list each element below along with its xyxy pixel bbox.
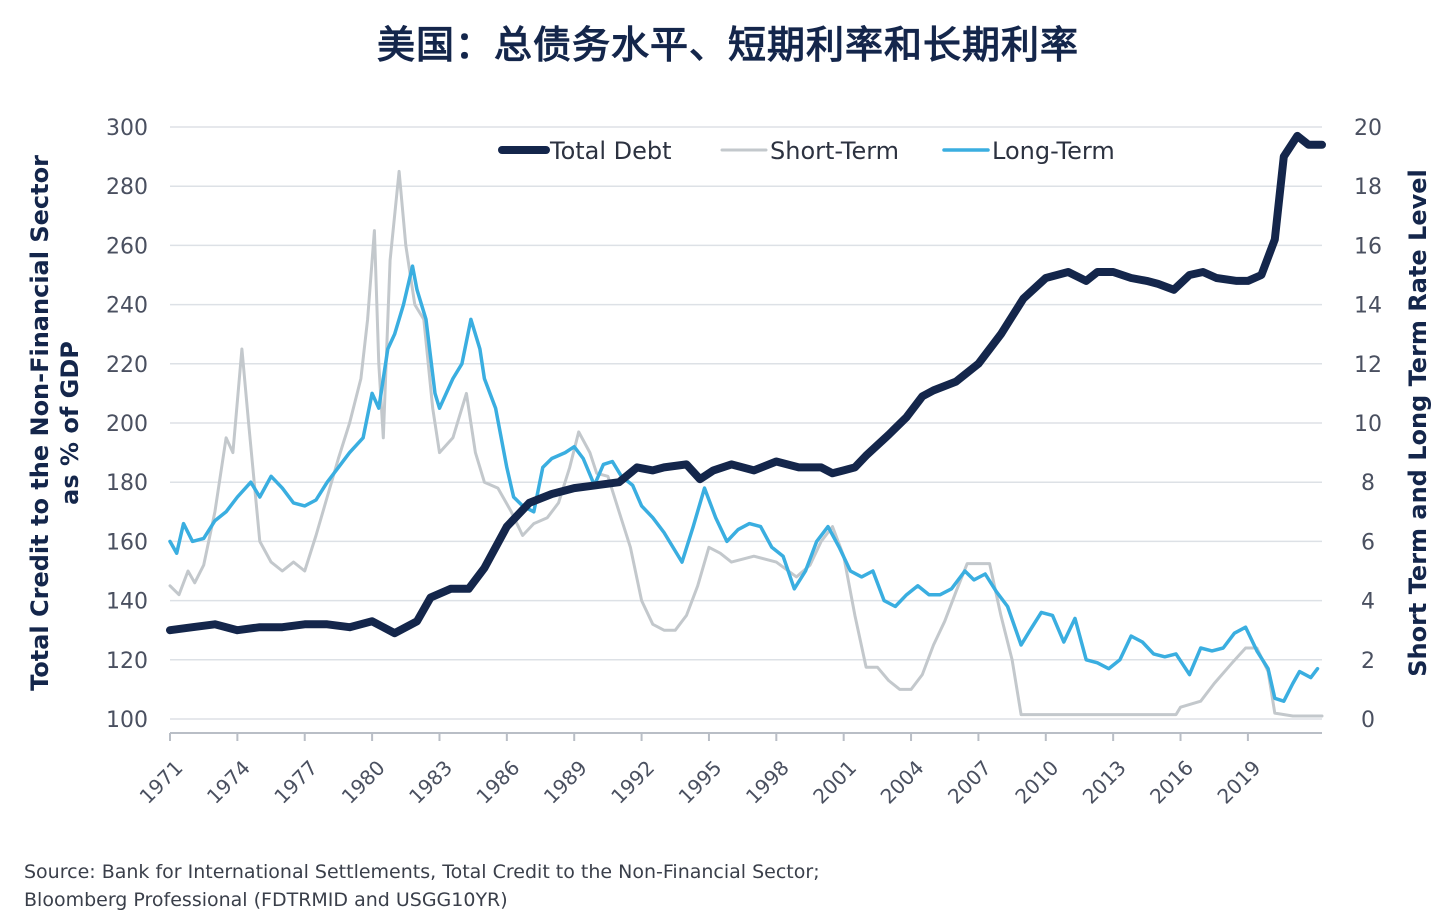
y-right-tick-label: 14: [1354, 294, 1382, 319]
gridlines: [170, 126, 1322, 734]
x-tick-label: 2016: [1145, 756, 1198, 809]
x-tick-label: 2004: [876, 756, 929, 809]
y-right-tick-label: 16: [1354, 234, 1382, 259]
y-right-tick-label: 10: [1354, 412, 1382, 437]
x-tick-label: 2001: [808, 756, 861, 809]
y-left-tick-label: 160: [106, 530, 148, 555]
y-left-tick-label: 280: [106, 175, 148, 200]
left-axis-ticks: 100 120 140 160 180 200 220 240 260 280 300: [106, 116, 148, 733]
series-lines: [166, 131, 1326, 718]
right-axis-title: Short Term and Long Term Rate Level: [1404, 169, 1432, 677]
x-tick-label: 1971: [135, 756, 188, 809]
legend: Total Debt Short-Term Long-Term: [498, 137, 1115, 165]
x-tick-label: 1995: [674, 756, 727, 809]
x-tick-label: 1980: [337, 756, 390, 809]
y-left-tick-label: 180: [106, 471, 148, 496]
y-right-tick-label: 4: [1361, 590, 1375, 615]
y-right-tick-label: 2: [1361, 649, 1375, 674]
x-tick-label: 1986: [471, 756, 524, 809]
legend-label: Total Debt: [549, 137, 672, 165]
source-note: Source: Bank for International Settlemen…: [24, 858, 820, 914]
y-left-tick-label: 140: [106, 590, 148, 615]
y-left-tick-label: 300: [106, 116, 148, 141]
left-axis-title-line: as % of GDP: [56, 341, 84, 505]
x-tick-label: 1992: [606, 756, 659, 809]
x-tick-label: 1977: [269, 756, 322, 809]
left-axis-title: Total Credit to the Non-Financial Sector…: [26, 155, 84, 691]
y-left-tick-label: 120: [106, 649, 148, 674]
y-right-tick-label: 0: [1361, 708, 1375, 733]
y-left-tick-label: 240: [106, 294, 148, 319]
y-left-tick-label: 200: [106, 412, 148, 437]
x-axis-ticks: 1971 1974 1977 1980 1983 1986 1989 1992 1995 1998…: [135, 733, 1265, 809]
y-left-tick-label: 220: [106, 353, 148, 378]
x-tick-label: 1983: [404, 756, 457, 809]
series-line-long-term: [168, 264, 1320, 703]
source-line: Source: Bank for International Settlemen…: [24, 861, 820, 883]
x-tick-label: 2019: [1212, 756, 1265, 809]
y-left-tick-label: 100: [106, 708, 148, 733]
y-right-tick-label: 12: [1354, 353, 1382, 378]
chart-title: 美国：总债务水平、短期利率和长期利率: [376, 23, 1079, 67]
y-right-tick-label: 18: [1354, 175, 1382, 200]
series-line-total-debt: [166, 131, 1326, 638]
right-axis-ticks: 0 2 4 6 8 10 12 14 16 18 20: [1354, 116, 1382, 733]
x-tick-label: 2007: [943, 756, 996, 809]
legend-label: Long-Term: [992, 137, 1115, 165]
x-tick-label: 1998: [741, 756, 794, 809]
source-line: Bloomberg Professional (FDTRMID and USGG…: [24, 889, 508, 911]
y-right-tick-label: 8: [1361, 471, 1375, 496]
left-axis-title-line: Total Credit to the Non-Financial Sector: [26, 155, 54, 691]
x-tick-label: 1974: [202, 756, 255, 809]
legend-label: Short-Term: [770, 137, 899, 165]
x-tick-label: 2010: [1010, 756, 1063, 809]
y-right-tick-label: 6: [1361, 530, 1375, 555]
x-tick-label: 2013: [1078, 756, 1131, 809]
series-line-short-term: [168, 169, 1324, 718]
y-left-tick-label: 260: [106, 234, 148, 259]
y-right-tick-label: 20: [1354, 116, 1382, 141]
x-tick-label: 1989: [539, 756, 592, 809]
